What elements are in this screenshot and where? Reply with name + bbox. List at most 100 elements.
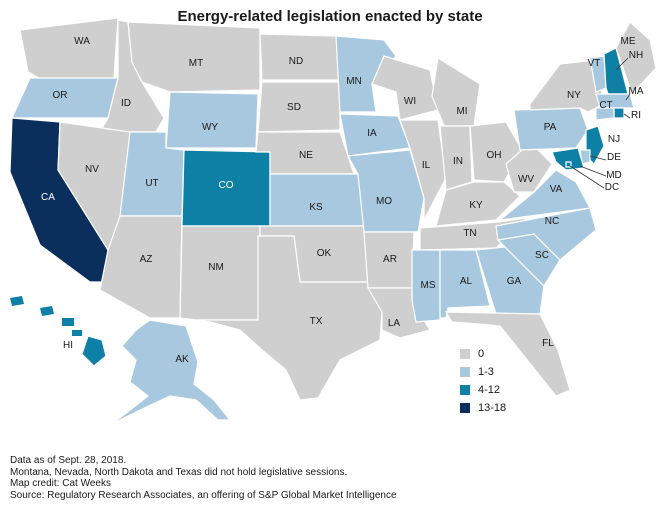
legend-swatch [460, 403, 470, 413]
hawaii-island [72, 330, 82, 336]
state-label-nd: ND [289, 56, 303, 67]
legend-item-3: 13-18 [460, 400, 506, 416]
legend-label: 4-12 [478, 384, 501, 396]
state-label-nj: NJ [608, 134, 620, 145]
state-label-ut: UT [145, 178, 158, 189]
state-label-ky: KY [469, 200, 483, 211]
map-title: Energy-related legislation enacted by st… [177, 8, 483, 25]
leader-line-de [589, 155, 607, 161]
state-label-ks: KS [309, 202, 323, 213]
state-tx [195, 235, 383, 401]
legend-item-2: 4-12 [460, 382, 506, 398]
state-label-hi: HI [63, 340, 73, 351]
state-label-wi: WI [404, 96, 416, 107]
legend-label: 13-18 [478, 402, 507, 414]
state-ri [613, 107, 625, 119]
state-ky [435, 181, 521, 227]
state-ct [595, 107, 615, 121]
state-label-nh: NH [629, 50, 643, 61]
state-label-in: IN [453, 156, 463, 167]
state-label-ne: NE [299, 150, 313, 161]
state-label-ca: CA [41, 192, 55, 203]
state-label-me: ME [621, 36, 636, 47]
state-label-va: VA [550, 184, 563, 195]
state-label-az: AZ [140, 254, 153, 265]
state-label-ma: MA [629, 86, 644, 97]
legend-item-1: 1-3 [460, 364, 506, 380]
legend: 0 1-3 4-12 13-18 [460, 346, 506, 418]
state-label-al: AL [460, 276, 473, 287]
state-label-dc: DC [605, 182, 619, 193]
state-label-pa: PA [544, 122, 557, 133]
legend-swatch [460, 349, 470, 359]
state-ms [411, 249, 441, 323]
state-me [615, 21, 657, 96]
state-il [399, 119, 447, 221]
state-label-nv: NV [85, 164, 99, 175]
state-wi [371, 55, 439, 121]
hawaii-island [62, 318, 74, 326]
state-label-ok: OK [317, 248, 332, 259]
state-hi [81, 335, 107, 367]
leader-line-dc [569, 165, 605, 189]
state-label-fl: FL [542, 338, 554, 349]
note-date: Data as of Sept. 28, 2018. [10, 455, 127, 466]
state-sd [257, 81, 341, 133]
legend-label: 1-3 [478, 366, 494, 378]
state-label-sd: SD [287, 102, 301, 113]
state-label-tn: TN [463, 228, 476, 239]
state-label-mt: MT [189, 58, 203, 69]
hawaii-island [40, 306, 54, 316]
note-credit: Map credit: Cat Weeks [10, 478, 111, 489]
state-label-nc: NC [545, 216, 559, 227]
state-label-ct: CT [599, 100, 612, 111]
state-label-mo: MO [376, 196, 392, 207]
footnotes: Data as of Sept. 28, 2018. Montana, Neva… [10, 455, 397, 501]
note-sessions: Montana, Nevada, North Dakota and Texas … [10, 466, 348, 478]
legend-label: 0 [478, 348, 485, 360]
state-label-de: DE [607, 152, 621, 163]
hawaii-island [10, 296, 24, 306]
legend-swatch [460, 385, 470, 395]
state-label-oh: OH [487, 150, 502, 161]
state-label-mn: MN [346, 76, 362, 87]
leader-line-ri [623, 113, 631, 119]
state-label-id: ID [121, 98, 131, 109]
state-label-vt: VT [588, 58, 601, 69]
note-source: Source: Regulatory Research Associates, … [10, 489, 397, 501]
state-label-ga: GA [507, 276, 522, 287]
state-nm [179, 225, 261, 321]
state-label-ar: AR [383, 254, 397, 265]
leader-line-ma [625, 93, 631, 101]
state-ks [269, 173, 365, 227]
state-label-wy: WY [202, 122, 218, 133]
leader-line-nh [615, 57, 629, 71]
state-wy [165, 91, 259, 149]
state-label-tx: TX [310, 316, 323, 327]
state-label-mi: MI [456, 106, 467, 117]
leader-line-md [579, 165, 607, 177]
state-label-md: MD [606, 170, 622, 181]
state-label-ny: NY [567, 90, 581, 101]
state-va [497, 169, 591, 221]
state-label-la: LA [388, 318, 401, 329]
state-ak [111, 319, 232, 425]
state-mt [127, 21, 261, 93]
state-label-sc: SC [535, 250, 549, 261]
state-label-ak: AK [175, 354, 189, 365]
state-label-ia: IA [367, 128, 377, 139]
state-wa [19, 17, 119, 83]
state-label-nm: NM [208, 262, 224, 273]
state-ma [595, 93, 635, 109]
legend-item-0: 0 [460, 346, 506, 362]
state-label-ri: RI [631, 110, 641, 121]
legend-swatch [460, 367, 470, 377]
state-label-co: CO [219, 180, 234, 191]
state-fl [444, 311, 571, 397]
state-label-wa: WA [74, 36, 90, 47]
state-label-or: OR [53, 90, 68, 101]
state-label-wv: WV [518, 174, 534, 185]
state-label-ms: MS [421, 280, 436, 291]
state-label-il: IL [422, 160, 431, 171]
